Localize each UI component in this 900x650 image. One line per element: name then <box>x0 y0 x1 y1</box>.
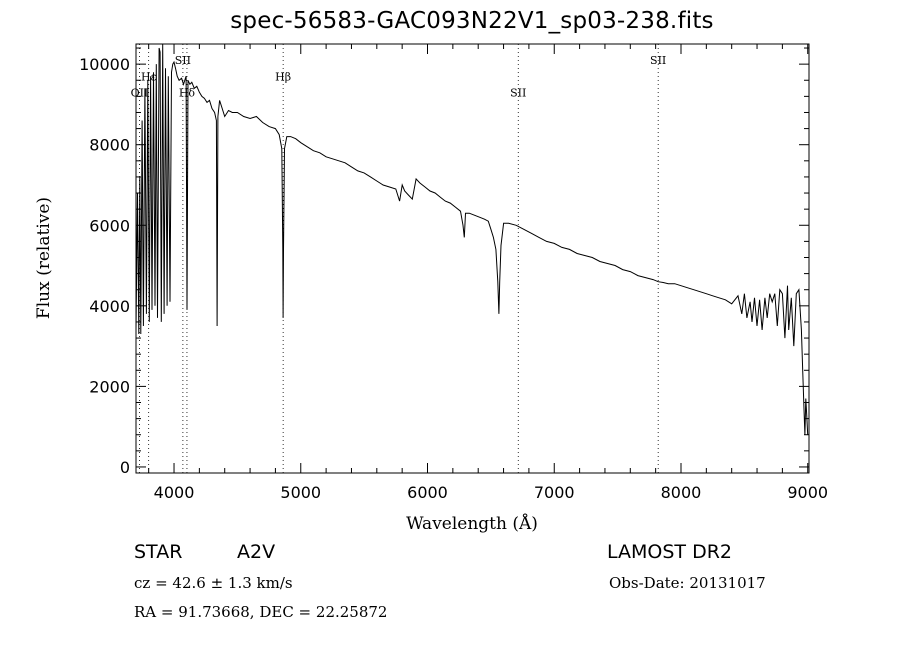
spectral-class-label: A2V <box>237 541 276 563</box>
survey-label: LAMOST DR2 <box>607 541 732 563</box>
page-title: spec-56583-GAC093N22V1_sp03-238.fits <box>230 8 714 34</box>
coordinates-label: RA = 91.73668, DEC = 22.25872 <box>134 603 388 621</box>
x-tick-label: 5000 <box>280 483 321 502</box>
y-tick-label: 2000 <box>89 377 130 396</box>
plot-frame <box>135 43 810 474</box>
line-annotation: Hδ <box>179 86 196 99</box>
line-annotation: SII <box>175 54 191 67</box>
line-annotation: SII <box>650 54 666 67</box>
spectrum-line <box>135 43 809 435</box>
y-tick-label: 6000 <box>89 216 130 235</box>
redshift-label: cz = 42.6 ± 1.3 km/s <box>134 574 293 592</box>
x-tick-label: 4000 <box>154 483 195 502</box>
y-axis: 0 2000 4000 6000 8000 10000 <box>79 47 809 477</box>
y-tick-label: 4000 <box>89 297 130 316</box>
y-axis-label: Flux (relative) <box>34 197 54 319</box>
line-annotation: OII <box>131 86 149 99</box>
obs-date-label: Obs-Date: 20131017 <box>609 574 766 592</box>
y-tick-label: 10000 <box>79 55 130 74</box>
x-tick-label: 6000 <box>407 483 448 502</box>
x-tick-label: 9000 <box>787 483 828 502</box>
x-axis-label: Wavelength (Å) <box>406 513 538 534</box>
annotation-group: OII Hε SII Hδ Hβ SII SII <box>131 54 667 99</box>
line-annotation: SII <box>510 86 526 99</box>
x-tick-label: 7000 <box>534 483 575 502</box>
x-tick-label: 8000 <box>661 483 702 502</box>
line-annotation: Hβ <box>275 70 291 83</box>
x-axis: 4000 5000 6000 7000 8000 9000 <box>148 44 828 502</box>
y-tick-label: 8000 <box>89 136 130 155</box>
object-type-label: STAR <box>134 541 183 563</box>
line-annotation: Hε <box>141 70 157 83</box>
y-tick-label: 0 <box>120 458 130 477</box>
